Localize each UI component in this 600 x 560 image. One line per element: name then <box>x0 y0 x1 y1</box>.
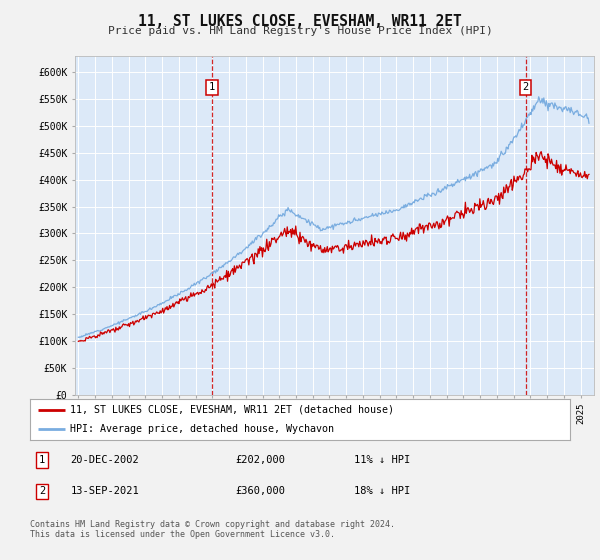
Text: 18% ↓ HPI: 18% ↓ HPI <box>354 487 410 496</box>
Text: Price paid vs. HM Land Registry's House Price Index (HPI): Price paid vs. HM Land Registry's House … <box>107 26 493 36</box>
Text: 11, ST LUKES CLOSE, EVESHAM, WR11 2ET (detached house): 11, ST LUKES CLOSE, EVESHAM, WR11 2ET (d… <box>71 405 395 415</box>
Text: 2: 2 <box>523 82 529 92</box>
Text: 2: 2 <box>39 487 45 496</box>
Text: Contains HM Land Registry data © Crown copyright and database right 2024.
This d: Contains HM Land Registry data © Crown c… <box>30 520 395 539</box>
Text: £202,000: £202,000 <box>235 455 285 465</box>
Text: 13-SEP-2021: 13-SEP-2021 <box>71 487 139 496</box>
Text: 20-DEC-2002: 20-DEC-2002 <box>71 455 139 465</box>
Text: 11, ST LUKES CLOSE, EVESHAM, WR11 2ET: 11, ST LUKES CLOSE, EVESHAM, WR11 2ET <box>138 14 462 29</box>
Text: HPI: Average price, detached house, Wychavon: HPI: Average price, detached house, Wych… <box>71 423 335 433</box>
Text: 11% ↓ HPI: 11% ↓ HPI <box>354 455 410 465</box>
Text: £360,000: £360,000 <box>235 487 285 496</box>
Text: 1: 1 <box>39 455 45 465</box>
Text: 1: 1 <box>209 82 215 92</box>
